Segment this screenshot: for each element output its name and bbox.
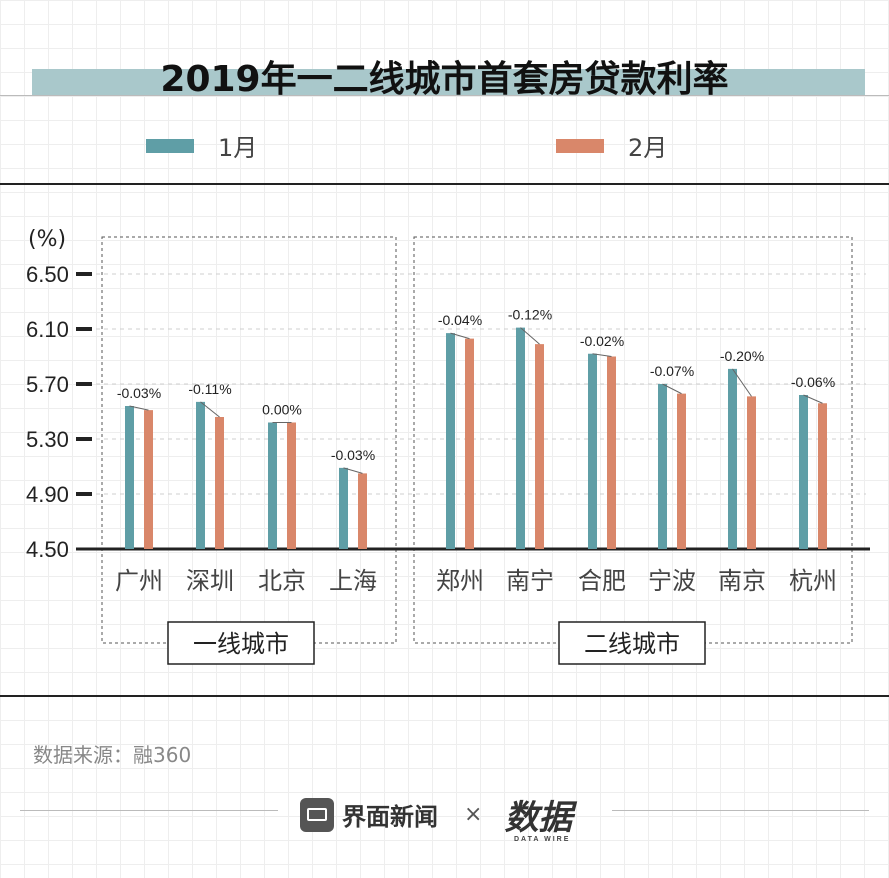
bar-jan — [516, 327, 525, 549]
bar-jan — [799, 395, 808, 549]
change-connector — [450, 332, 470, 340]
bar-jan — [268, 422, 277, 549]
category-label: 合肥 — [578, 567, 626, 595]
bar-jan — [588, 353, 597, 549]
category-label: 深圳 — [186, 567, 234, 595]
change-connector — [803, 394, 823, 404]
y-tick-label: 5.70 — [26, 372, 69, 397]
change-connector — [520, 327, 540, 345]
change-connector — [129, 405, 149, 411]
group-label: 一线城市 — [193, 630, 289, 658]
change-label: -0.11% — [188, 381, 231, 397]
change-connector — [343, 467, 363, 474]
category-label: 郑州 — [436, 567, 484, 595]
y-tick-label: 6.50 — [26, 262, 69, 287]
change-label: -0.04% — [438, 312, 482, 328]
legend-item-feb: 2月 — [556, 128, 667, 163]
bar-feb — [215, 417, 224, 549]
y-axis-label: (%) — [28, 227, 66, 252]
bar-feb — [677, 393, 686, 549]
bar-jan — [125, 406, 134, 549]
change-connector — [200, 401, 220, 418]
change-label: 0.00% — [262, 402, 302, 418]
category-label: 杭州 — [789, 567, 837, 595]
top-rule — [0, 183, 889, 185]
bar-feb — [144, 410, 153, 549]
bar-jan — [196, 401, 205, 549]
group-label: 二线城市 — [584, 630, 680, 658]
change-label: -0.03% — [331, 447, 375, 463]
title-band — [32, 69, 865, 95]
category-label: 南宁 — [506, 567, 554, 595]
bar-jan — [658, 384, 667, 549]
change-label: -0.12% — [508, 307, 552, 323]
bar-jan — [728, 368, 737, 549]
y-tick-label: 4.50 — [26, 537, 69, 562]
legend-swatch-feb — [556, 138, 604, 153]
bar-feb — [607, 356, 616, 549]
legend-label-feb: 2月 — [628, 134, 668, 162]
legend-swatch-jan — [146, 138, 194, 153]
bar-feb — [747, 396, 756, 549]
change-label: -0.03% — [117, 385, 161, 401]
change-label: -0.07% — [650, 363, 694, 379]
y-tick-label: 6.10 — [26, 317, 69, 342]
jiemian-logo-icon — [300, 797, 334, 832]
change-label: -0.06% — [791, 374, 835, 390]
bottom-rule — [0, 695, 889, 697]
bar-jan — [339, 467, 348, 549]
category-label: 北京 — [258, 567, 306, 595]
footer-brand: 界面新闻 × 数据 — [300, 790, 572, 839]
y-tick-label: 5.30 — [26, 427, 69, 452]
change-connector — [662, 383, 682, 395]
chart-title: 2019年一二线城市首套房贷款利率 — [160, 59, 729, 100]
change-connector — [592, 353, 612, 357]
category-label: 上海 — [329, 567, 377, 595]
footer-line-right — [612, 810, 869, 811]
group-label-box — [558, 621, 706, 665]
change-label: -0.20% — [720, 348, 764, 364]
bar-feb — [358, 473, 367, 549]
brand-separator: × — [464, 802, 483, 827]
footer-line-left — [20, 810, 278, 811]
title-underline — [0, 95, 889, 96]
bar-jan — [446, 333, 455, 549]
bar-feb — [287, 422, 296, 549]
legend-label-jan: 1月 — [218, 134, 258, 162]
bar-feb — [818, 403, 827, 549]
category-label: 南京 — [718, 567, 766, 595]
partner-logo-sub: DATA WIRE — [514, 836, 571, 843]
y-tick-label: 4.90 — [26, 482, 69, 507]
category-label: 广州 — [115, 567, 163, 595]
bar-feb — [465, 338, 474, 549]
category-label: 宁波 — [648, 567, 696, 595]
legend-item-jan: 1月 — [146, 128, 257, 163]
brand-name: 界面新闻 — [342, 803, 438, 831]
partner-logo: 数据 — [504, 798, 573, 838]
group-label-box — [167, 621, 315, 665]
bar-feb — [535, 344, 544, 549]
source-note: 数据来源：融360 — [33, 743, 192, 767]
change-connector — [732, 368, 752, 397]
change-label: -0.02% — [580, 333, 624, 349]
